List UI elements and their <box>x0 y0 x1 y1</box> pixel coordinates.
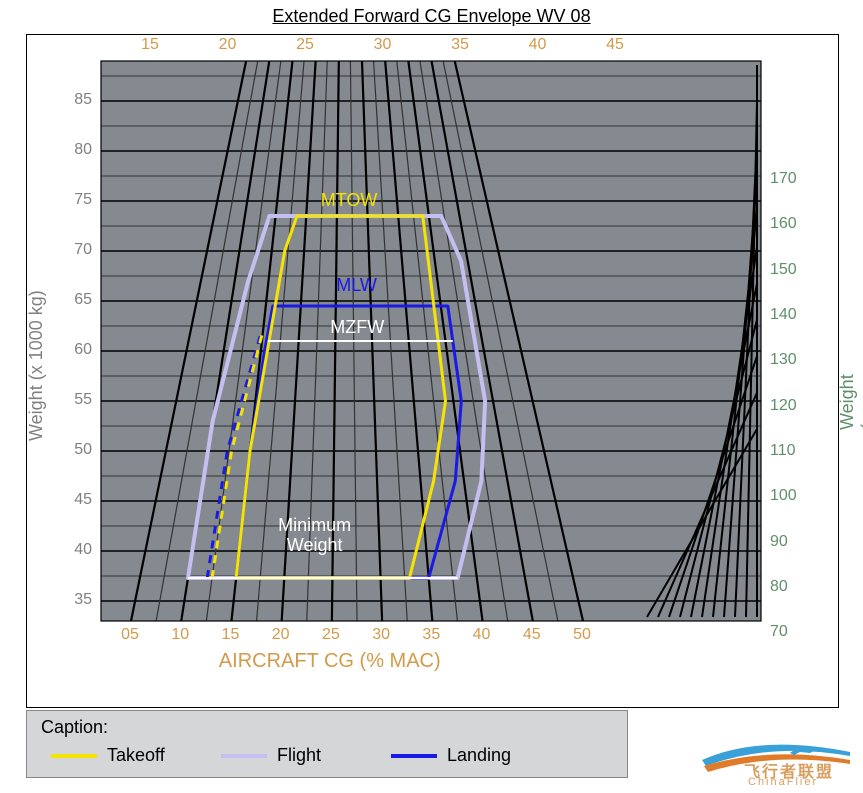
watermark: 飞行者联盟ChinaFlier <box>700 740 860 788</box>
cg-top-tick: 35 <box>451 36 469 54</box>
watermark-subtext: ChinaFlier <box>748 776 818 788</box>
cg-top-tick: 45 <box>606 36 624 54</box>
kg-left-tick: 50 <box>74 441 92 459</box>
kg-left-tick: 75 <box>74 191 92 209</box>
mzfw-label: MZFW <box>330 317 384 337</box>
legend-swatch <box>221 754 267 758</box>
cg-bottom-tick: 30 <box>372 626 390 644</box>
kg-left-tick: 70 <box>74 241 92 259</box>
lb-right-tick: 80 <box>770 578 788 596</box>
cg-bottom-tick: 35 <box>422 626 440 644</box>
legend-item-flight: Flight <box>221 745 321 766</box>
legend-item-takeoff: Takeoff <box>51 745 165 766</box>
lb-right-tick: 100 <box>770 487 797 505</box>
cg-bottom-tick: 20 <box>272 626 290 644</box>
lb-right-tick: 160 <box>770 215 797 233</box>
lb-right-tick: 90 <box>770 533 788 551</box>
kg-left-tick: 45 <box>74 491 92 509</box>
legend-swatch <box>391 754 437 758</box>
cg-top-tick: 25 <box>296 36 314 54</box>
legend-swatch <box>51 754 97 758</box>
y-axis-label-kg: Weight (x 1000 kg) <box>26 290 47 441</box>
cg-top-tick: 15 <box>141 36 159 54</box>
kg-left-tick: 65 <box>74 291 92 309</box>
legend-label: Takeoff <box>107 745 165 766</box>
legend-title: Caption: <box>41 717 108 738</box>
legend-label: Flight <box>277 745 321 766</box>
lb-right-tick: 70 <box>770 623 788 641</box>
cg-bottom-tick: 40 <box>473 626 491 644</box>
legend-box: Caption: Takeoff Flight Landing <box>26 710 628 778</box>
cg-bottom-tick: 15 <box>222 626 240 644</box>
kg-left-tick: 40 <box>74 541 92 559</box>
x-axis-label-cg: AIRCRAFT CG (% MAC) <box>219 650 441 673</box>
kg-left-tick: 55 <box>74 391 92 409</box>
kg-left-tick: 60 <box>74 341 92 359</box>
kg-left-tick: 85 <box>74 91 92 109</box>
chart-frame: MTOW MLW MZFW MinimumWeight <box>26 34 839 708</box>
lb-right-tick: 110 <box>770 442 796 460</box>
minimum-weight-label: Minimum <box>278 515 351 535</box>
legend-item-landing: Landing <box>391 745 511 766</box>
legend-label: Landing <box>447 745 511 766</box>
mtow-label: MTOW <box>321 190 378 210</box>
lb-right-tick: 170 <box>770 170 797 188</box>
cg-top-tick: 40 <box>529 36 547 54</box>
mlw-label: MLW <box>336 275 377 295</box>
cg-envelope-plot: MTOW MLW MZFW MinimumWeight <box>27 35 838 707</box>
minimum-weight-label: Weight <box>287 535 343 555</box>
lb-right-tick: 140 <box>770 306 797 324</box>
kg-left-tick: 35 <box>74 591 92 609</box>
lb-right-tick: 130 <box>770 351 797 369</box>
cg-bottom-tick: 25 <box>322 626 340 644</box>
cg-bottom-tick: 45 <box>523 626 541 644</box>
chart-title: Extended Forward CG Envelope WV 08 <box>0 6 863 27</box>
y-axis-label-lb: Weight (x 1000 lb) <box>837 374 863 430</box>
lb-right-tick: 120 <box>770 397 797 415</box>
cg-top-tick: 30 <box>374 36 392 54</box>
cg-bottom-tick: 05 <box>121 626 139 644</box>
cg-top-tick: 20 <box>219 36 237 54</box>
cg-bottom-tick: 50 <box>573 626 591 644</box>
kg-left-tick: 80 <box>74 141 92 159</box>
lb-right-tick: 150 <box>770 261 797 279</box>
cg-bottom-tick: 10 <box>171 626 189 644</box>
